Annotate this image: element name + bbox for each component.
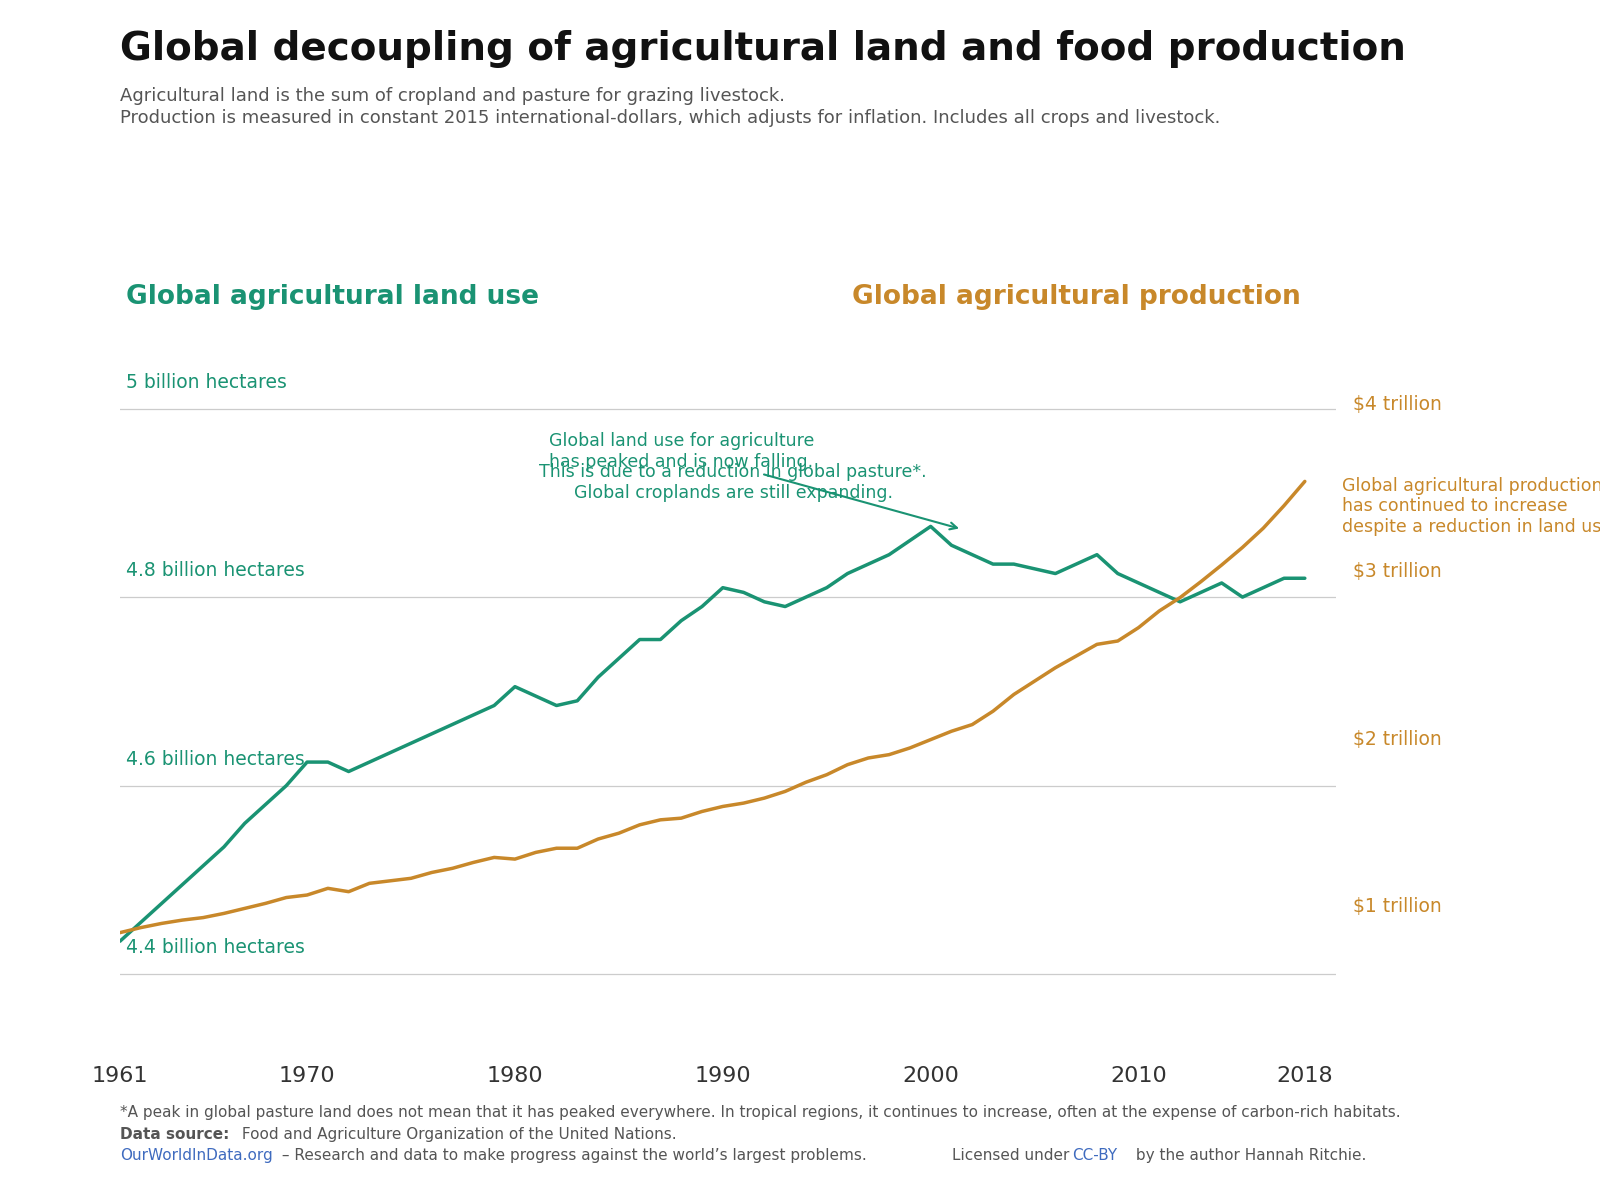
Text: $3 trillion: $3 trillion xyxy=(1352,562,1442,581)
Text: Production is measured in constant 2015 international-dollars, which adjusts for: Production is measured in constant 2015 … xyxy=(120,109,1221,127)
Text: 5 billion hectares: 5 billion hectares xyxy=(126,372,286,391)
Text: Global agricultural production
has continued to increase
despite a reduction in : Global agricultural production has conti… xyxy=(1342,477,1600,536)
Text: Global land use for agriculture
has peaked and is now falling.: Global land use for agriculture has peak… xyxy=(549,432,957,529)
Text: in Data: in Data xyxy=(1448,69,1509,84)
Text: OurWorldInData.org: OurWorldInData.org xyxy=(120,1148,272,1163)
Text: 4.4 billion hectares: 4.4 billion hectares xyxy=(126,938,306,957)
Text: 4.6 billion hectares: 4.6 billion hectares xyxy=(126,750,306,769)
Text: $1 trillion: $1 trillion xyxy=(1352,897,1442,916)
Text: $4 trillion: $4 trillion xyxy=(1352,395,1442,414)
Text: – Research and data to make progress against the world’s largest problems.: – Research and data to make progress aga… xyxy=(277,1148,867,1163)
Text: *A peak in global pasture land does not mean that it has peaked everywhere. In t: *A peak in global pasture land does not … xyxy=(120,1105,1400,1121)
Text: by the author Hannah Ritchie.: by the author Hannah Ritchie. xyxy=(1131,1148,1366,1163)
Text: Global agricultural production: Global agricultural production xyxy=(851,283,1301,310)
Text: Licensed under: Licensed under xyxy=(952,1148,1074,1163)
Text: Our World: Our World xyxy=(1437,38,1520,53)
Text: Agricultural land is the sum of cropland and pasture for grazing livestock.: Agricultural land is the sum of cropland… xyxy=(120,87,786,104)
Text: Food and Agriculture Organization of the United Nations.: Food and Agriculture Organization of the… xyxy=(237,1127,677,1142)
Text: Global agricultural land use: Global agricultural land use xyxy=(126,283,539,310)
Text: CC-BY: CC-BY xyxy=(1072,1148,1117,1163)
Text: 4.8 billion hectares: 4.8 billion hectares xyxy=(126,561,306,580)
Text: $2 trillion: $2 trillion xyxy=(1352,729,1442,748)
Text: This is due to a reduction in global pasture*.
Global croplands are still expand: This is due to a reduction in global pas… xyxy=(539,464,926,502)
Text: Data source:: Data source: xyxy=(120,1127,229,1142)
Text: Global decoupling of agricultural land and food production: Global decoupling of agricultural land a… xyxy=(120,30,1406,68)
